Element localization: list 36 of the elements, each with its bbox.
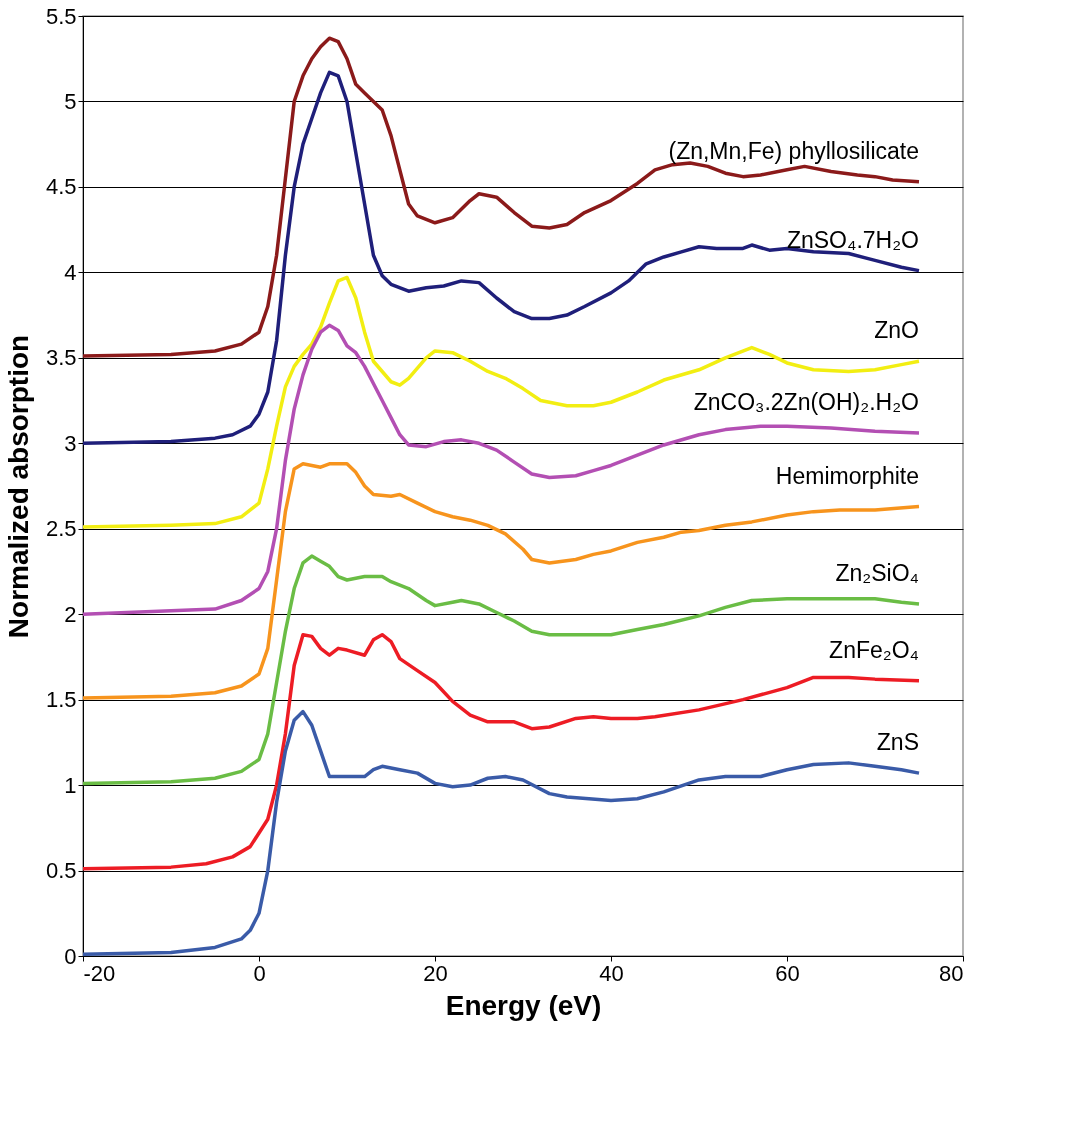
y-tick-label: 1.5 xyxy=(45,687,77,713)
line-series xyxy=(83,36,921,358)
y-tick-label: 2.5 xyxy=(45,516,77,542)
x-tick-label: 60 xyxy=(775,960,800,986)
series-label: (Zn,Mn,Fe) phyllosilicate xyxy=(668,137,919,164)
series-label: ZnO xyxy=(874,317,919,344)
x-tick-label: 40 xyxy=(599,960,624,986)
line-series xyxy=(83,554,921,786)
series-label: Zn₂SiO₄ xyxy=(835,559,919,586)
line-series xyxy=(83,275,921,529)
series-label: Hemimorphite xyxy=(775,462,919,489)
y-tick-label: 2 xyxy=(64,601,77,627)
y-tick-label: 0 xyxy=(64,943,77,969)
x-tick-label: -20 xyxy=(83,960,116,986)
x-tick-label: 80 xyxy=(939,960,964,986)
x-tick-label: 0 xyxy=(253,960,266,986)
series-label: ZnFe₂O₄ xyxy=(829,636,919,663)
line-series xyxy=(83,70,921,446)
y-tick-label: 3.5 xyxy=(45,345,77,371)
line-series xyxy=(83,462,921,700)
y-tick-label: 5.5 xyxy=(45,3,77,29)
series-label: ZnS xyxy=(876,729,919,756)
line-series xyxy=(83,632,921,871)
series-label: ZnSO₄.7H₂O xyxy=(786,226,919,253)
y-tick-label: 4.5 xyxy=(45,174,77,200)
x-tick-label: 20 xyxy=(423,960,448,986)
series-label: ZnCO₃.2Zn(OH)₂.H₂O xyxy=(693,389,919,416)
y-tick-label: 3 xyxy=(64,430,77,456)
y-tick-label: 0.5 xyxy=(45,858,77,884)
y-axis-title: Normalized absorption xyxy=(2,334,34,639)
y-tick-label: 1 xyxy=(64,772,77,798)
y-tick-label: 4 xyxy=(64,259,77,285)
y-tick-label: 5 xyxy=(64,88,77,114)
line-series xyxy=(83,709,921,956)
x-axis-title: Energy (eV) xyxy=(445,989,602,1021)
line-series xyxy=(83,323,921,616)
